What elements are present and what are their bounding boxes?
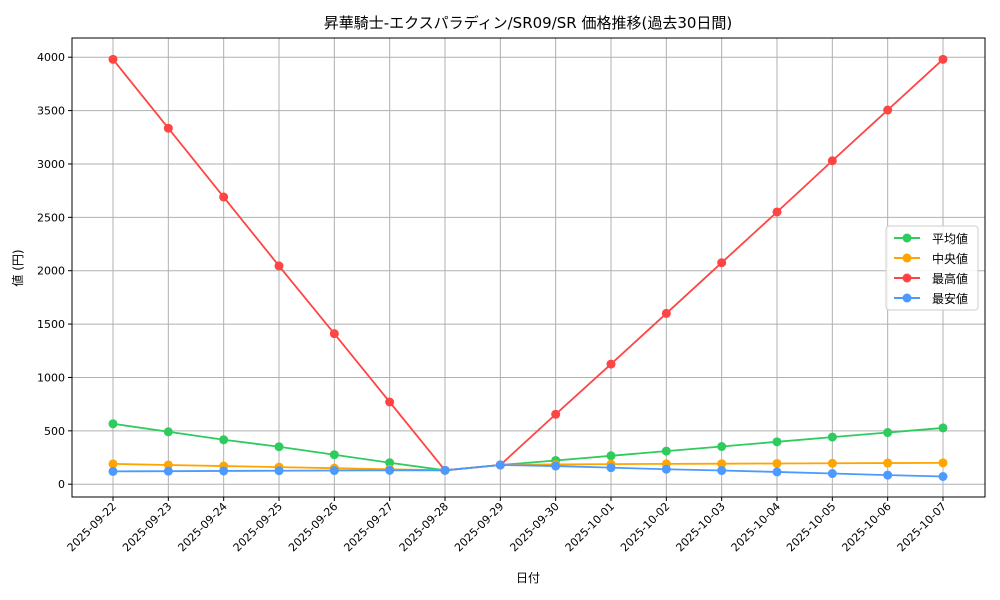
- ticks: 2025-09-22 2025-09-23 2025-09-24 2025-09-25…: [37, 51, 949, 554]
- legend-label: 中央値: [932, 251, 968, 266]
- data-point: [883, 458, 893, 468]
- data-point: [938, 472, 948, 482]
- x-tick-label: 2025-10-04: [729, 500, 783, 554]
- x-tick-label: 2025-10-02: [618, 500, 672, 554]
- y-tick-label: 3000: [37, 158, 65, 171]
- data-point: [938, 423, 948, 433]
- x-tick-label: 2025-09-26: [286, 500, 340, 554]
- chart-title: 昇華騎士-エクスパラディン/SR09/SR 価格推移(過去30日間): [324, 14, 733, 32]
- data-point: [551, 461, 561, 471]
- data-point: [938, 54, 948, 64]
- y-axis-label: 値 (円): [10, 249, 25, 286]
- data-point: [883, 105, 893, 115]
- data-point: [883, 470, 893, 480]
- data-point: [274, 442, 284, 452]
- series-line-3: [112, 464, 944, 478]
- data-point: [329, 466, 339, 476]
- x-tick-label: 2025-09-27: [341, 500, 395, 554]
- x-tick-label: 2025-10-01: [563, 500, 617, 554]
- data-point: [440, 465, 450, 475]
- data-point: [772, 467, 782, 477]
- x-tick-label: 2025-10-03: [673, 500, 727, 554]
- data-point: [717, 442, 727, 452]
- data-point: [385, 458, 395, 468]
- data-point: [772, 207, 782, 217]
- y-tick-label: 3500: [37, 105, 65, 118]
- legend-label: 平均値: [932, 231, 968, 246]
- data-point: [274, 466, 284, 476]
- y-tick-label: 2500: [37, 211, 65, 224]
- data-point: [827, 469, 837, 479]
- data-point: [827, 156, 837, 166]
- data-point: [219, 435, 229, 445]
- grid: [72, 38, 985, 497]
- series-line-0: [112, 422, 944, 472]
- legend-marker: [902, 273, 912, 283]
- data-point: [329, 329, 339, 339]
- data-point: [163, 466, 173, 476]
- data-point: [385, 397, 395, 407]
- x-tick-label: 2025-09-30: [507, 500, 561, 554]
- data-point: [385, 465, 395, 475]
- data-point: [827, 432, 837, 442]
- data-point: [606, 359, 616, 369]
- data-point: [938, 458, 948, 468]
- legend-label: 最高値: [932, 271, 968, 286]
- series-lines: [108, 54, 948, 482]
- x-axis-label: 日付: [516, 571, 540, 585]
- data-point: [606, 463, 616, 473]
- y-tick-label: 4000: [37, 51, 65, 64]
- legend-marker: [902, 253, 912, 263]
- data-point: [606, 451, 616, 461]
- legend-marker: [902, 233, 912, 243]
- data-point: [772, 458, 782, 468]
- data-point: [661, 308, 671, 318]
- data-point: [551, 409, 561, 419]
- series-line-1: [112, 461, 944, 472]
- data-point: [717, 466, 727, 476]
- data-point: [108, 466, 118, 476]
- data-point: [163, 123, 173, 133]
- x-tick-label: 2025-09-25: [231, 500, 285, 554]
- data-point: [274, 261, 284, 271]
- data-point: [717, 258, 727, 268]
- y-tick-label: 1000: [37, 371, 65, 384]
- data-point: [717, 459, 727, 469]
- data-point: [661, 446, 671, 456]
- data-point: [108, 419, 118, 429]
- x-tick-label: 2025-10-06: [839, 500, 893, 554]
- data-point: [827, 458, 837, 468]
- data-point: [329, 450, 339, 460]
- x-tick-label: 2025-09-28: [397, 500, 451, 554]
- legend-box: [885, 225, 979, 311]
- series-line-2: [112, 58, 944, 472]
- y-tick-label: 2000: [37, 265, 65, 278]
- data-point: [163, 460, 173, 470]
- x-tick-label: 2025-10-05: [784, 500, 838, 554]
- data-point: [108, 459, 118, 469]
- x-tick-label: 2025-09-22: [65, 500, 119, 554]
- data-point: [163, 427, 173, 437]
- data-point: [883, 428, 893, 438]
- data-point: [772, 437, 782, 447]
- y-tick-label: 0: [58, 478, 65, 491]
- data-point: [495, 460, 505, 470]
- data-point: [219, 466, 229, 476]
- plot-frame: [71, 37, 986, 498]
- x-tick-label: 2025-09-24: [175, 500, 229, 554]
- y-tick-label: 1500: [37, 318, 65, 331]
- data-point: [219, 192, 229, 202]
- legend-marker: [902, 293, 912, 303]
- x-tick-label: 2025-10-07: [895, 500, 949, 554]
- x-tick-label: 2025-09-29: [452, 500, 506, 554]
- data-point: [661, 464, 671, 474]
- data-point: [108, 54, 118, 64]
- y-tick-label: 500: [44, 425, 65, 438]
- legend-label: 最安値: [932, 291, 968, 306]
- x-tick-label: 2025-09-23: [120, 500, 174, 554]
